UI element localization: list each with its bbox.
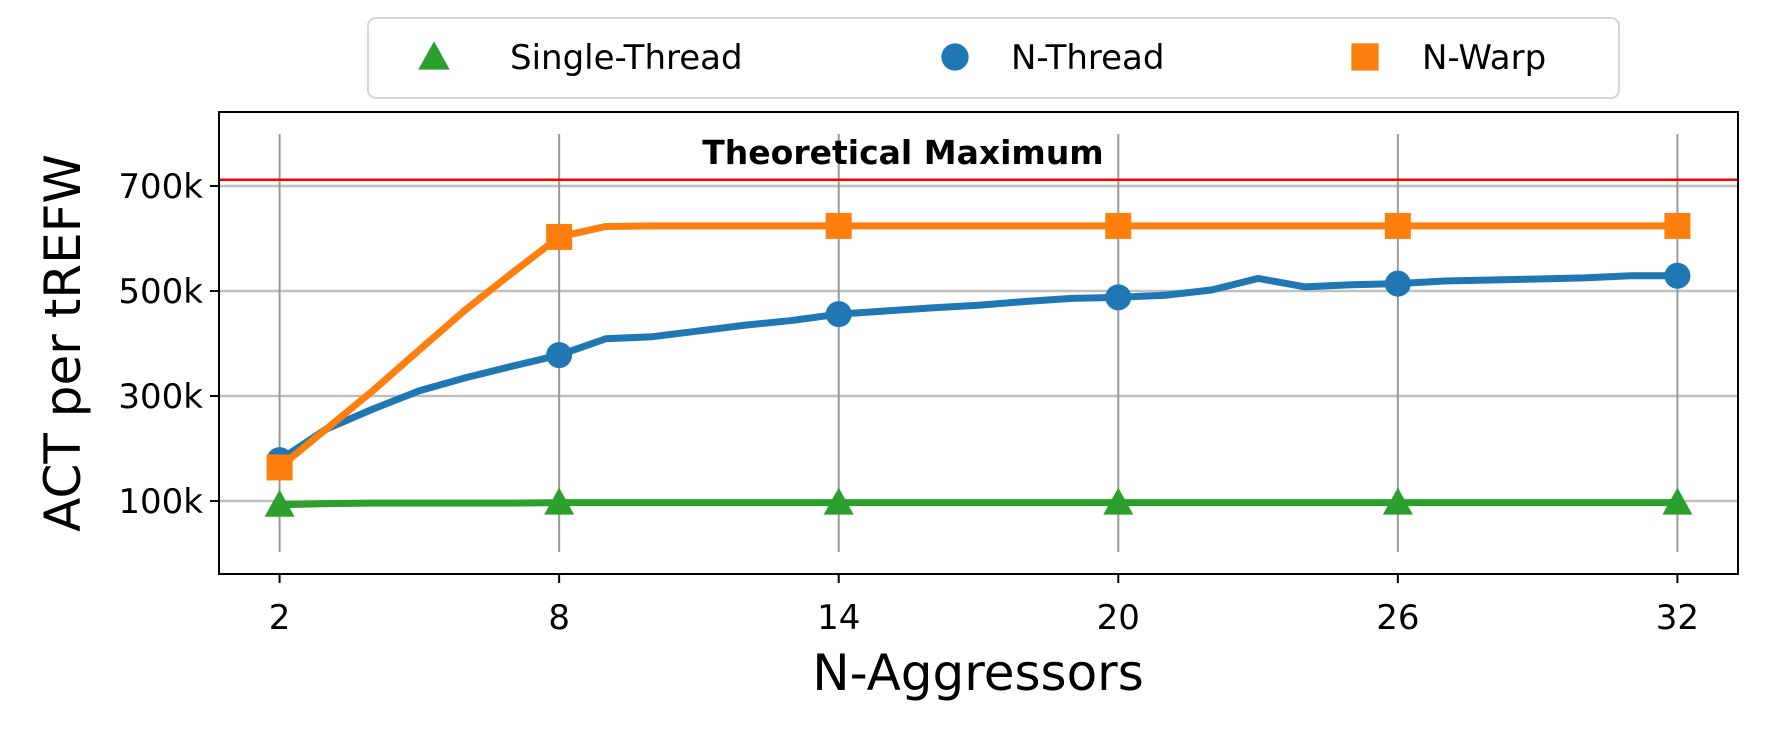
- y-tick-label: 500k: [118, 272, 203, 312]
- x-tick-label: 14: [817, 598, 860, 638]
- data-point-n-warp: [1664, 212, 1691, 239]
- data-point-n-thread: [1384, 270, 1411, 297]
- legend-marker-n-thread: [941, 43, 969, 71]
- x-tick-label: 32: [1656, 598, 1699, 638]
- legend-label-single-thread: Single-Thread: [510, 38, 743, 78]
- y-tick-label: 300k: [118, 377, 203, 417]
- grid: [219, 134, 1738, 552]
- data-point-n-warp: [825, 212, 852, 239]
- data-point-n-thread: [1664, 262, 1691, 289]
- data-point-single-thread: [1103, 487, 1134, 515]
- data-point-single-thread: [264, 489, 295, 517]
- legend-marker-single-thread: [418, 41, 450, 70]
- reference-line-label: Theoretical Maximum: [702, 133, 1103, 172]
- data-point-single-thread: [1382, 487, 1413, 515]
- x-tick-label: 8: [548, 598, 570, 638]
- legend-marker-n-warp: [1351, 43, 1379, 71]
- series-single-thread: [264, 487, 1693, 517]
- series-line-single-thread: [279, 499, 1678, 509]
- legend-frame: [367, 17, 1620, 99]
- ticks: 100k 300k 500k 700k 2 8 14 20 26 32: [118, 167, 1699, 638]
- x-tick-label: 26: [1376, 598, 1419, 638]
- data-point-n-warp: [1384, 212, 1411, 239]
- data-point-n-thread: [825, 301, 852, 328]
- y-tick-label: 700k: [118, 167, 203, 207]
- legend-label-n-warp: N-Warp: [1422, 38, 1546, 78]
- data-point-n-thread: [546, 342, 573, 369]
- data-point-single-thread: [1662, 487, 1693, 515]
- data-point-single-thread: [823, 487, 854, 515]
- legend: Single-Thread N-Thread N-Warp: [367, 17, 1620, 99]
- data-point-n-warp: [266, 454, 293, 481]
- x-tick-label: 2: [269, 598, 291, 638]
- data-point-single-thread: [544, 487, 575, 515]
- data-point-n-warp: [1105, 212, 1132, 239]
- plot-frame: [218, 111, 1739, 575]
- legend-label-n-thread: N-Thread: [1011, 38, 1164, 78]
- y-axis-label: ACT per tREFW: [34, 154, 92, 532]
- data-point-n-warp: [546, 223, 573, 250]
- series-group: [264, 212, 1693, 517]
- x-axis-label: N-Aggressors: [812, 644, 1144, 702]
- series-line-n-warp: [277, 222, 1678, 471]
- data-point-n-thread: [1105, 284, 1132, 311]
- series-line-n-thread: [277, 272, 1678, 463]
- x-tick-label: 20: [1097, 598, 1140, 638]
- y-tick-label: 100k: [118, 482, 203, 522]
- series-n-warp: [266, 212, 1691, 481]
